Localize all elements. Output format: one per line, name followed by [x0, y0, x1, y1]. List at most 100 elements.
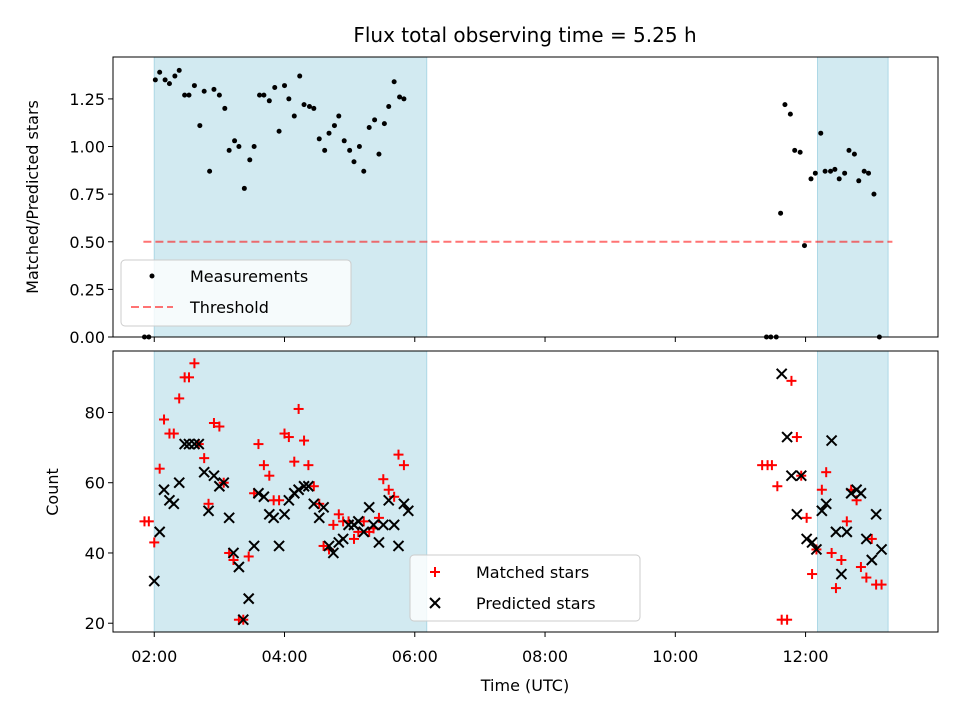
measurement-point — [846, 147, 852, 153]
predicted-star-point — [208, 469, 220, 482]
predicted-star-point — [237, 613, 249, 626]
measurement-point — [266, 98, 272, 104]
predicted-star-point — [302, 480, 315, 492]
predicted-star-point — [292, 484, 305, 496]
y-tick-label: 0.00 — [69, 328, 105, 347]
chart-title: Flux total observing time = 5.25 h — [353, 23, 696, 47]
predicted-star-point — [800, 533, 813, 545]
y-tick-label: 80 — [85, 403, 105, 422]
x-axis-label: Time (UTC) — [480, 676, 569, 695]
predicted-star-point — [358, 526, 370, 538]
matched-star-point — [766, 460, 777, 471]
measurement-point — [376, 151, 382, 157]
measurement-point — [326, 130, 332, 136]
measurement-point — [391, 79, 397, 85]
matched-star-point — [289, 456, 300, 467]
predicted-star-point — [367, 519, 380, 531]
x-tick-label: 04:00 — [261, 647, 307, 666]
y-tick-label: 1.00 — [69, 138, 105, 157]
measurement-point — [818, 130, 824, 136]
matched-star-point — [830, 583, 841, 594]
predicted-star-point — [398, 498, 410, 510]
measurement-point — [222, 105, 228, 111]
measurement-point — [247, 157, 253, 163]
predicted-star-point — [363, 501, 375, 514]
matched-star-point — [159, 414, 170, 425]
predicted-star-point — [198, 466, 210, 478]
x-tick-label: 08:00 — [522, 647, 568, 666]
matched-star-point — [293, 403, 304, 414]
measurement-point — [871, 191, 877, 197]
x-tick-label: 02:00 — [131, 647, 177, 666]
predicted-star-point — [223, 512, 235, 524]
measurement-point — [207, 168, 213, 174]
measurement-point — [787, 111, 793, 117]
measurement-point — [157, 69, 163, 75]
matched-star-point — [308, 481, 319, 492]
legend-predicted-label: Predicted stars — [476, 594, 596, 613]
measurement-point — [381, 121, 387, 127]
matched-star-point — [807, 569, 818, 580]
predicted-star-point — [283, 494, 295, 506]
matched-star-point — [199, 453, 210, 464]
measurement-point — [211, 86, 217, 92]
measurement-point — [166, 81, 172, 87]
measurement-point — [842, 170, 848, 176]
predicted-star-point — [825, 434, 838, 447]
measurement-point — [366, 124, 372, 130]
y-tick-label: 0.25 — [69, 280, 105, 299]
matched-star-point — [876, 579, 887, 590]
measurement-point — [341, 138, 347, 144]
matched-star-point — [866, 533, 877, 544]
predicted-star-point — [193, 438, 205, 450]
y-tick-label: 0.75 — [69, 185, 105, 204]
matched-star-point — [264, 470, 275, 481]
measurement-point — [782, 102, 788, 108]
measurement-point — [186, 92, 192, 98]
matched-star-point — [154, 463, 165, 474]
predicted-star-point — [153, 526, 166, 538]
predicted-star-point — [267, 512, 280, 524]
measurement-point — [866, 170, 872, 176]
measurement-points — [141, 67, 882, 340]
top-legend-box — [120, 259, 352, 327]
measurement-point — [306, 104, 312, 110]
top-y-axis-label: Matched/Predicted stars — [23, 100, 42, 294]
matched-star-point — [782, 614, 793, 625]
predicted-star-point — [242, 592, 255, 605]
matched-star-point — [203, 498, 214, 509]
measurement-point — [172, 73, 178, 79]
predicted-star-point — [785, 469, 798, 482]
shaded-region — [817, 56, 889, 338]
bottom-y-axis-label: Count — [43, 468, 62, 516]
top-legend: Measurements Threshold — [120, 259, 352, 327]
predicted-star-point — [855, 487, 867, 499]
predicted-star-point — [816, 505, 828, 517]
predicted-star-point — [227, 547, 240, 559]
x-tick-label: 12:00 — [783, 647, 829, 666]
measurement-point — [836, 176, 842, 182]
top-axes-frame — [112, 56, 939, 338]
measurement-point — [861, 168, 867, 174]
matched-star-point — [243, 551, 254, 562]
bottom-y-axis-ticks: 20 40 60 80 — [85, 403, 113, 633]
predicted-star-point — [383, 494, 395, 506]
matched-star-point — [189, 358, 200, 369]
measurement-point — [347, 147, 353, 153]
measurement-point — [276, 128, 282, 134]
measurement-point — [832, 166, 838, 172]
measurement-point — [236, 144, 242, 150]
predicted-star-point — [402, 505, 414, 517]
matched-star-point — [168, 428, 179, 439]
measurement-point — [297, 73, 303, 79]
matched-star-point — [303, 460, 314, 471]
measurement-point — [856, 178, 862, 184]
predicted-star-point — [791, 508, 803, 521]
predicted-star-point — [875, 543, 888, 556]
predicted-star-point — [173, 477, 185, 489]
measurement-point — [282, 83, 288, 89]
measurement-point — [322, 147, 328, 153]
measurement-point — [216, 92, 222, 98]
